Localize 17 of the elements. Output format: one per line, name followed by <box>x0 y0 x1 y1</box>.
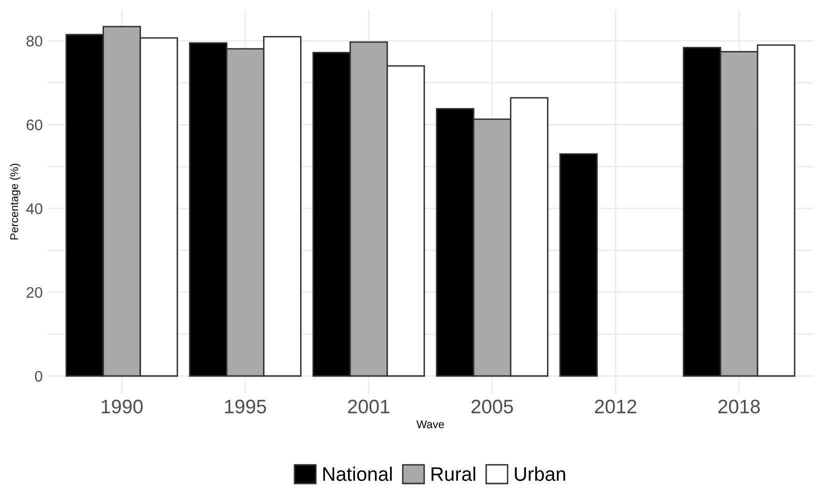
y-axis-title: Percentage (%) <box>10 164 20 240</box>
x-tick-label: 1995 <box>225 400 266 414</box>
y-tick-label: 20 <box>26 287 42 298</box>
legend-label: Urban <box>514 466 566 481</box>
x-tick-label: 2018 <box>718 400 760 414</box>
bar <box>559 153 598 377</box>
x-tick-label: 1990 <box>102 400 143 414</box>
y-tick-label: 60 <box>26 120 42 130</box>
y-tick-label: 40 <box>26 203 42 214</box>
x-tick-label: 2012 <box>594 400 636 414</box>
y-tick-label: 0 <box>34 370 42 382</box>
x-tick-label: 2001 <box>348 400 390 414</box>
legend-label: Rural <box>432 466 476 481</box>
x-tick-label: 2005 <box>472 400 513 414</box>
legend-label: National <box>323 466 392 481</box>
x-axis-title: Wave <box>416 420 444 428</box>
y-tick-label: 80 <box>26 36 42 47</box>
